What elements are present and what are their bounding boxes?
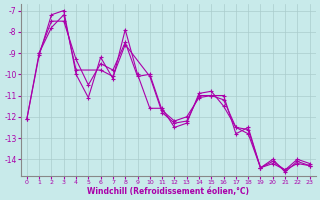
X-axis label: Windchill (Refroidissement éolien,°C): Windchill (Refroidissement éolien,°C)	[87, 187, 249, 196]
